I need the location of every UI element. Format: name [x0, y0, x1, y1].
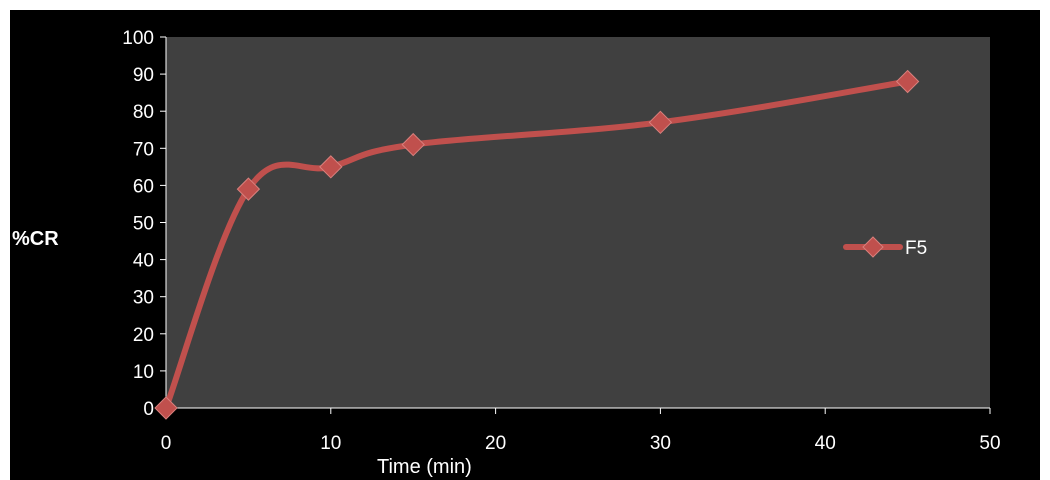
x-axis-ticks: 0 10 20 30 40 50: [161, 408, 1001, 454]
y-tick-label: 60: [133, 176, 154, 197]
y-tick-label: 80: [133, 102, 154, 123]
series-line-f5: [163, 78, 911, 411]
plot-area: [166, 37, 990, 408]
y-tick-label: 10: [133, 362, 154, 383]
data-point-f5-0: [154, 396, 178, 420]
chart-frame: 0 10 20 30 40 50 0 10 20 30 40 50 60 70 80 90 100 F5 %C…: [10, 10, 1040, 480]
y-tick-label: 30: [133, 288, 154, 309]
y-axis-ticks: 0 10 20 30 40 50 60 70 80 90 100: [122, 28, 166, 420]
data-point-f5-4: [648, 110, 673, 135]
x-tick-label: 0: [161, 433, 172, 454]
data-point-f5-3: [401, 132, 425, 157]
axes: 0 10 20 30 40 50 0 10 20 30 40 50 60 70 80 90 100: [122, 28, 1000, 454]
x-tick-label: 20: [485, 433, 506, 454]
y-tick-label: 20: [133, 325, 154, 346]
y-tick-label: 70: [133, 139, 154, 160]
series-layer: [154, 69, 920, 420]
data-point-f5-5: [895, 69, 920, 94]
legend-label-f5: F5: [905, 238, 927, 259]
x-tick-label: 50: [979, 433, 1000, 454]
y-tick-label: 40: [133, 251, 154, 272]
y-tick-label: 90: [133, 65, 154, 86]
y-tick-label: 50: [133, 214, 154, 235]
legend: F5: [843, 236, 927, 259]
x-tick-label: 10: [320, 433, 341, 454]
y-axis-title: %CR: [12, 228, 59, 250]
data-point-f5-1: [236, 177, 261, 201]
y-tick-label: 0: [143, 399, 154, 420]
data-point-f5-2: [319, 155, 343, 179]
y-tick-label: 100: [122, 28, 154, 49]
x-tick-label: 40: [815, 433, 836, 454]
line-chart: 0 10 20 30 40 50 0 10 20 30 40 50 60 70 80 90 100 F5 %C…: [12, 28, 1001, 478]
x-tick-label: 30: [650, 433, 671, 454]
x-axis-title: Time (min): [377, 456, 472, 478]
legend-marker-f5: [862, 236, 884, 258]
